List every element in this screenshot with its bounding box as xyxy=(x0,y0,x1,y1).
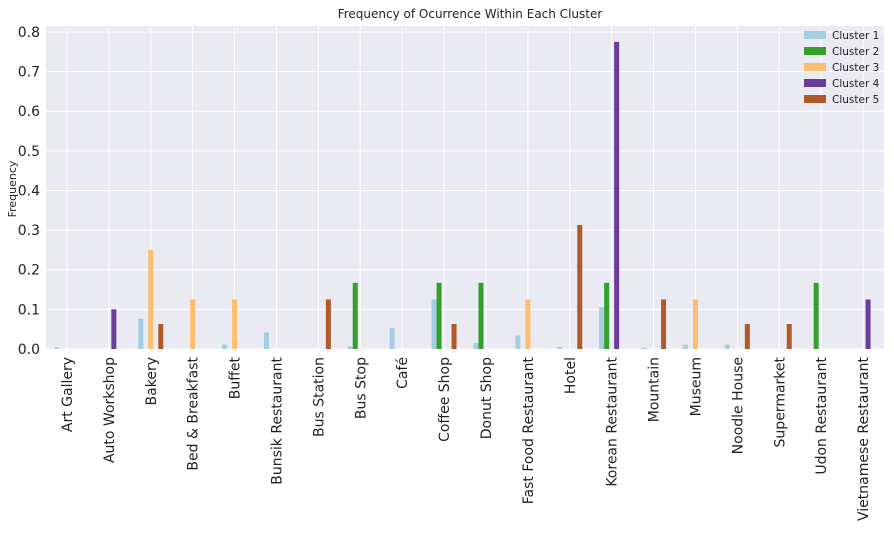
bar xyxy=(148,249,154,349)
legend-swatch xyxy=(804,63,826,71)
legend-swatch xyxy=(804,79,826,87)
legend-swatch xyxy=(804,95,826,103)
bar xyxy=(682,344,688,349)
y-tick-label: 0.7 xyxy=(18,65,40,81)
bar xyxy=(661,299,667,349)
bar xyxy=(641,347,647,349)
bar xyxy=(604,282,610,349)
x-tick-label: Coffee Shop xyxy=(437,357,453,442)
bar xyxy=(263,332,269,349)
bar xyxy=(352,282,358,349)
chart-title: Frequency of Ocurrence Within Each Clust… xyxy=(338,7,603,21)
bar xyxy=(232,299,238,349)
bar xyxy=(158,324,164,349)
y-axis-label: Frequency xyxy=(6,160,19,217)
legend-swatch xyxy=(804,47,826,55)
bars-layer xyxy=(54,41,871,350)
bar xyxy=(692,299,698,349)
x-tick-label: Bus Stop xyxy=(353,357,369,419)
x-tick-label: Bakery xyxy=(144,357,160,405)
x-tick-label: Udon Restaurant xyxy=(814,356,830,474)
bar xyxy=(599,306,605,349)
grid-layer xyxy=(46,26,884,350)
bar xyxy=(515,335,521,349)
bar xyxy=(786,324,792,349)
bar xyxy=(389,327,395,349)
legend-entry: Cluster 3 xyxy=(832,62,879,74)
y-tick-label: 0.5 xyxy=(18,144,40,160)
x-tick-label: Buffet xyxy=(228,356,244,399)
bar xyxy=(138,318,144,349)
x-tick-label: Bunsik Restaurant xyxy=(269,357,285,485)
bar xyxy=(451,324,457,349)
bar xyxy=(525,299,531,349)
legend-entry: Cluster 4 xyxy=(832,78,880,90)
x-tick-label: Bed & Breakfast xyxy=(186,357,202,471)
x-tick-label: Mountain xyxy=(647,357,663,422)
legend-entry: Cluster 5 xyxy=(832,94,879,106)
x-tick-label: Café xyxy=(395,357,411,389)
bar xyxy=(431,299,437,349)
bar xyxy=(577,224,583,349)
x-tick-label: Donut Shop xyxy=(479,357,495,439)
y-tick-label: 0.4 xyxy=(18,183,40,199)
legend: Cluster 1 Cluster 2 Cluster 3 Cluster 4 Clus… xyxy=(804,30,880,106)
bar xyxy=(813,282,819,349)
x-tick-label: Noodle House xyxy=(730,357,746,454)
x-tick-label: Bus Station xyxy=(311,357,327,437)
bar xyxy=(865,299,871,349)
x-tick-label: Auto Workshop xyxy=(102,357,118,463)
bar xyxy=(473,343,479,349)
bar xyxy=(557,347,563,349)
legend-entry: Cluster 1 xyxy=(832,30,879,42)
bar xyxy=(190,299,196,349)
y-tick-label: 0.3 xyxy=(18,223,40,239)
x-tick-label: Museum xyxy=(688,357,704,416)
bar xyxy=(54,347,60,349)
bar xyxy=(222,344,228,349)
legend-entry: Cluster 2 xyxy=(832,46,879,58)
y-axis-ticks: 0.0 0.1 0.2 0.3 0.4 0.5 0.6 0.7 0.8 xyxy=(18,25,40,358)
legend-swatch xyxy=(804,31,826,39)
x-tick-label: Hotel xyxy=(563,357,579,394)
x-tick-label: Korean Restaurant xyxy=(605,357,621,487)
bar xyxy=(436,282,442,349)
x-tick-label: Supermarket xyxy=(772,356,788,447)
x-tick-label: Fast Food Restaurant xyxy=(521,356,537,504)
bar xyxy=(614,41,620,350)
bar xyxy=(724,344,730,349)
x-tick-label: Art Gallery xyxy=(60,357,76,432)
y-tick-label: 0.2 xyxy=(18,263,40,279)
y-tick-label: 0.1 xyxy=(18,302,40,318)
bar xyxy=(111,309,117,349)
y-tick-label: 0.0 xyxy=(18,342,40,358)
bar xyxy=(478,282,484,349)
bar xyxy=(347,346,353,349)
x-tick-label: Vietnamese Restaurant xyxy=(856,356,872,520)
plot-background xyxy=(46,26,884,349)
bar xyxy=(744,324,750,349)
x-axis-ticks: Art Gallery Auto Workshop Bakery Bed & Brea… xyxy=(60,356,872,520)
y-tick-label: 0.8 xyxy=(18,25,40,41)
bar xyxy=(325,299,331,349)
y-tick-label: 0.6 xyxy=(18,104,40,120)
